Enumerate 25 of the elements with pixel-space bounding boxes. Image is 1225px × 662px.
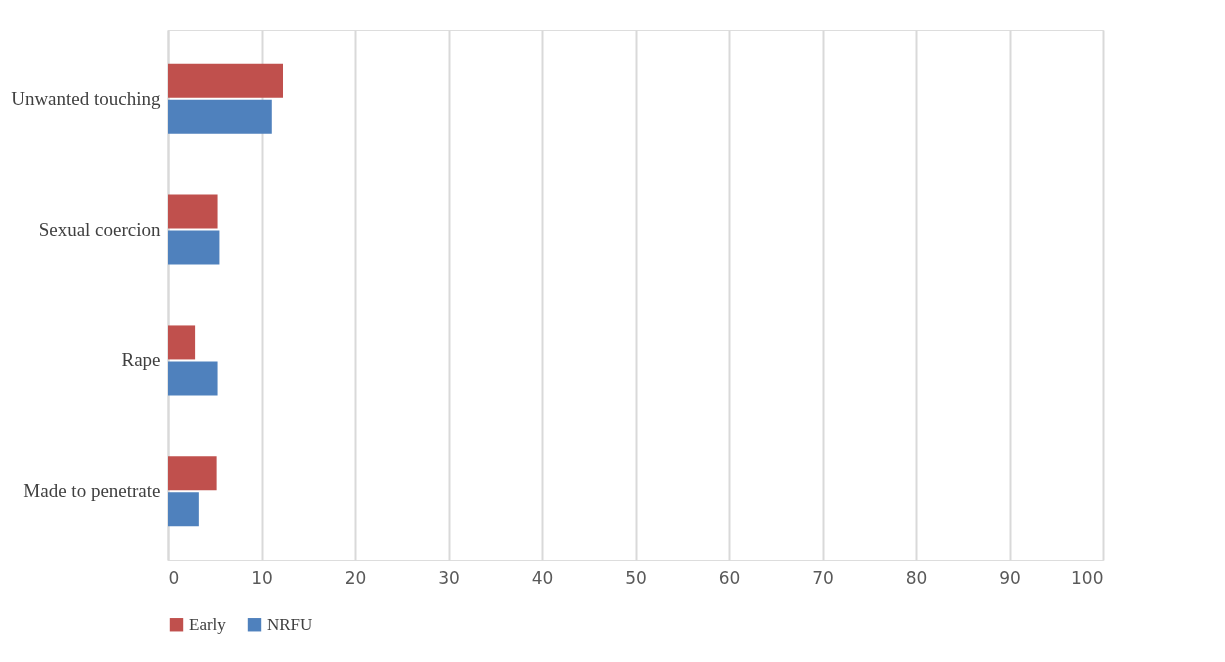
x-tick-label: 40 (531, 567, 554, 588)
legend-label: NRFU (267, 614, 313, 634)
x-tick-label: 80 (905, 567, 928, 588)
bar (168, 456, 217, 491)
legend-label: Early (189, 614, 227, 634)
x-tick-label: 60 (718, 567, 741, 588)
x-tick-label: 10 (251, 567, 273, 588)
y-tick-label: Made to penetrate (23, 480, 161, 502)
bar (168, 325, 196, 360)
bar (168, 99, 272, 134)
bar (168, 63, 284, 98)
x-tick-label: 20 (344, 567, 367, 588)
x-tick-label: 50 (625, 567, 647, 588)
x-tick-label: 90 (999, 567, 1021, 588)
x-tick-label: 70 (812, 567, 834, 588)
y-tick-label: Unwanted touching (11, 87, 161, 109)
y-tick-label: Rape (121, 349, 161, 371)
bar (168, 230, 220, 265)
y-tick-label: Sexual coercion (38, 218, 161, 240)
x-tick-label: 100 (1071, 567, 1104, 588)
x-tick-label: 0 (168, 567, 180, 588)
bar (168, 492, 199, 527)
x-tick-label: 30 (438, 567, 460, 588)
bar (168, 361, 218, 396)
bar (168, 194, 218, 229)
